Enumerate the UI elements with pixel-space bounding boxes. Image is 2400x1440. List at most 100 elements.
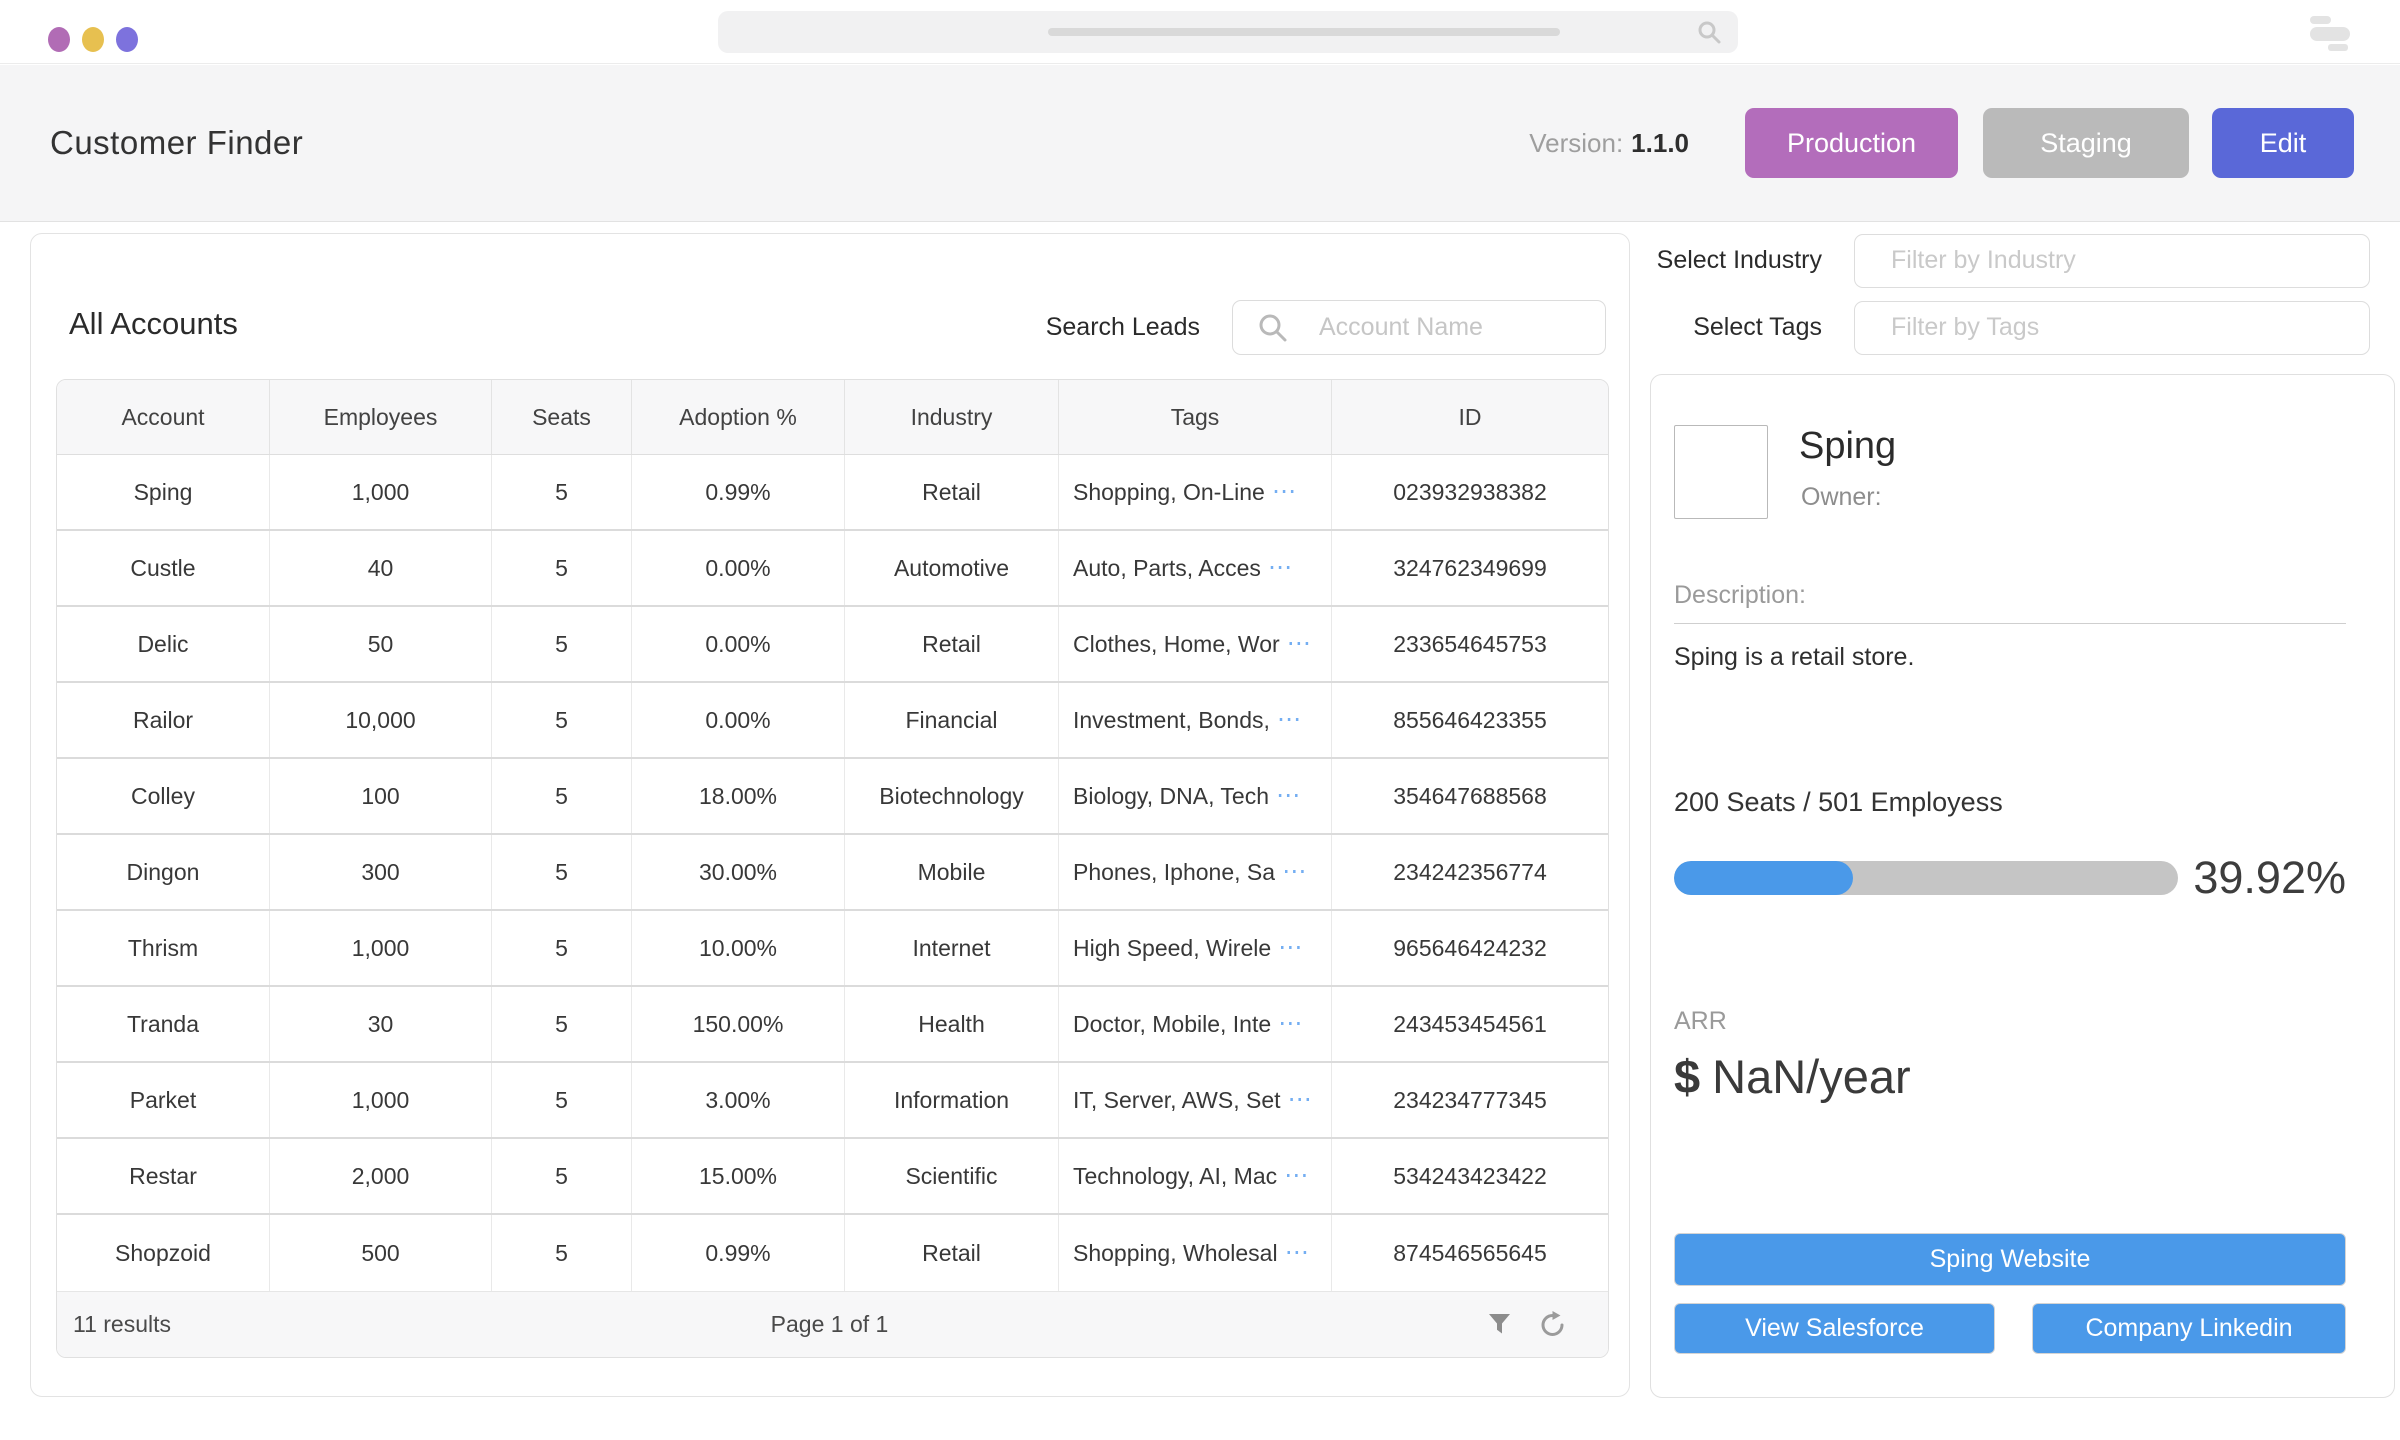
cell-adoption: 0.00% xyxy=(632,531,845,605)
page-title: Customer Finder xyxy=(50,124,304,161)
arr-currency: $ xyxy=(1674,1050,1701,1103)
production-button[interactable]: Production xyxy=(1745,108,1958,178)
table-header-row: Account Employees Seats Adoption % Industry T… xyxy=(57,380,1608,455)
cell-tags: IT, Server, AWS, Set ⋯ xyxy=(1059,1063,1332,1137)
table-row[interactable]: Colley 100 5 18.00% Biotechnology Biology, DN… xyxy=(57,759,1608,835)
table-row[interactable]: Dingon 300 5 30.00% Mobile Phones, Iphone, Sa… xyxy=(57,835,1608,911)
column-header-tags: Tags xyxy=(1059,380,1332,454)
arr-amount: NaN/year xyxy=(1712,1050,1911,1103)
cell-tags: Biology, DNA, Tech ⋯ xyxy=(1059,759,1332,833)
cell-id: 233654645753 xyxy=(1393,630,1547,657)
search-leads-label: Search Leads xyxy=(1045,313,1200,341)
description-text: Sping is a retail store. xyxy=(1674,643,1915,671)
tags-ellipsis-icon[interactable]: ⋯ xyxy=(1271,478,1296,505)
tags-text: Shopping, On-Line xyxy=(1073,478,1265,505)
tags-filter-input[interactable] xyxy=(1854,300,2370,355)
cell-id: 855646423355 xyxy=(1393,706,1547,733)
cell-industry: Health xyxy=(845,987,1059,1061)
table-row[interactable]: Delic 50 5 0.00% Retail Clothes, Home, Wor ⋯ 23… xyxy=(57,607,1608,683)
website-button[interactable]: Sping Website xyxy=(1674,1233,2346,1286)
cell-tags: Phones, Iphone, Sa ⋯ xyxy=(1059,835,1332,909)
search-icon xyxy=(1259,314,1287,342)
cell-industry: Retail xyxy=(845,455,1059,529)
cell-account: Sping xyxy=(57,455,270,529)
tags-text: Auto, Parts, Acces xyxy=(1073,554,1261,581)
cell-id: 023932938382 xyxy=(1393,478,1547,505)
window-dot-yellow-icon[interactable] xyxy=(82,27,104,52)
cell-account: Delic xyxy=(57,607,270,681)
window-dot-purple-icon[interactable] xyxy=(48,27,70,52)
tags-text: Phones, Iphone, Sa xyxy=(1073,858,1276,885)
cell-tags: Clothes, Home, Wor ⋯ xyxy=(1059,607,1332,681)
tags-text: Shopping, Wholesal xyxy=(1073,1239,1278,1266)
filter-funnel-icon[interactable] xyxy=(1488,1313,1511,1336)
staging-button[interactable]: Staging xyxy=(1983,108,2189,178)
tags-ellipsis-icon[interactable]: ⋯ xyxy=(1276,706,1301,733)
search-input[interactable] xyxy=(1232,300,1606,355)
edit-button[interactable]: Edit xyxy=(2212,108,2354,178)
cell-adoption: 3.00% xyxy=(632,1063,845,1137)
table-row[interactable]: Tranda 30 5 150.00% Health Doctor, Mobile, In… xyxy=(57,987,1608,1063)
refresh-icon[interactable] xyxy=(1539,1311,1566,1338)
cell-employees: 30 xyxy=(270,987,492,1061)
tags-ellipsis-icon[interactable]: ⋯ xyxy=(1284,1162,1309,1189)
cell-industry: Biotechnology xyxy=(845,759,1059,833)
table-footer: 11 results Page 1 of 1 xyxy=(57,1291,1608,1357)
tags-ellipsis-icon[interactable]: ⋯ xyxy=(1278,1010,1303,1037)
tags-ellipsis-icon[interactable]: ⋯ xyxy=(1267,554,1292,581)
cell-seats: 5 xyxy=(492,531,632,605)
window-menu-icon[interactable] xyxy=(2310,14,2370,54)
cell-seats: 5 xyxy=(492,987,632,1061)
table-row[interactable]: Shopzoid 500 5 0.99% Retail Shopping, Wholesa… xyxy=(57,1215,1608,1291)
table-row[interactable]: Sping 1,000 5 0.99% Retail Shopping, On-Line ⋯… xyxy=(57,455,1608,531)
accounts-panel: All Accounts Search Leads AccountEmploye… xyxy=(30,233,1630,1397)
cell-tags: Shopping, On-Line ⋯ xyxy=(1059,455,1332,529)
tags-ellipsis-icon[interactable]: ⋯ xyxy=(1276,782,1301,809)
cell-employees: 40 xyxy=(270,531,492,605)
table-row[interactable]: Railor 10,000 5 0.00% Financial Investment, B… xyxy=(57,683,1608,759)
version-value: 1.1.0 xyxy=(1631,127,1689,158)
tags-text: Doctor, Mobile, Inte xyxy=(1073,1010,1272,1037)
arr-value: $ NaN/year xyxy=(1674,1049,1911,1104)
browser-chrome-bar xyxy=(0,0,2400,64)
cell-account: Tranda xyxy=(57,987,270,1061)
column-header-employees: Employees xyxy=(270,380,492,454)
linkedin-button[interactable]: Company Linkedin xyxy=(2032,1303,2346,1354)
cell-account: Thrism xyxy=(57,911,270,985)
address-bar[interactable] xyxy=(718,11,1738,53)
table-row[interactable]: Parket 1,000 5 3.00% Information IT, Server, … xyxy=(57,1063,1608,1139)
cell-employees: 1,000 xyxy=(270,1063,492,1137)
cell-industry: Retail xyxy=(845,607,1059,681)
cell-seats: 5 xyxy=(492,683,632,757)
salesforce-button[interactable]: View Salesforce xyxy=(1674,1303,1995,1354)
tags-ellipsis-icon[interactable]: ⋯ xyxy=(1284,1239,1309,1266)
window-dot-violet-icon[interactable] xyxy=(116,27,138,52)
version-label: Version: xyxy=(1529,127,1624,158)
cell-employees: 2,000 xyxy=(270,1139,492,1213)
cell-account: Custle xyxy=(57,531,270,605)
tags-ellipsis-icon[interactable]: ⋯ xyxy=(1286,630,1311,657)
cell-seats: 5 xyxy=(492,1215,632,1291)
table-body: Sping 1,000 5 0.99% Retail Shopping, On-Line ⋯… xyxy=(57,455,1608,1291)
tags-ellipsis-icon[interactable]: ⋯ xyxy=(1282,858,1307,885)
table-row[interactable]: Custle 40 5 0.00% Automotive Auto, Parts, Acc… xyxy=(57,531,1608,607)
company-logo-placeholder xyxy=(1674,425,1768,519)
industry-filter-input[interactable] xyxy=(1854,233,2370,288)
cell-tags: High Speed, Wirele ⋯ xyxy=(1059,911,1332,985)
table-row[interactable]: Thrism 1,000 5 10.00% Internet High Speed, Wi… xyxy=(57,911,1608,987)
cell-id: 234242356774 xyxy=(1393,858,1547,885)
cell-adoption: 0.00% xyxy=(632,607,845,681)
tags-ellipsis-icon[interactable]: ⋯ xyxy=(1278,934,1303,961)
cell-account: Restar xyxy=(57,1139,270,1213)
tags-ellipsis-icon[interactable]: ⋯ xyxy=(1287,1086,1312,1113)
tags-text: Biology, DNA, Tech xyxy=(1073,782,1270,809)
adoption-progress-track xyxy=(1674,861,2178,895)
cell-seats: 5 xyxy=(492,455,632,529)
cell-employees: 10,000 xyxy=(270,683,492,757)
cell-adoption: 30.00% xyxy=(632,835,845,909)
cell-tags: Investment, Bonds, ⋯ xyxy=(1059,683,1332,757)
cell-adoption: 0.99% xyxy=(632,455,845,529)
cell-employees: 300 xyxy=(270,835,492,909)
table-row[interactable]: Restar 2,000 5 15.00% Scientific Technology, … xyxy=(57,1139,1608,1215)
cell-account: Colley xyxy=(57,759,270,833)
